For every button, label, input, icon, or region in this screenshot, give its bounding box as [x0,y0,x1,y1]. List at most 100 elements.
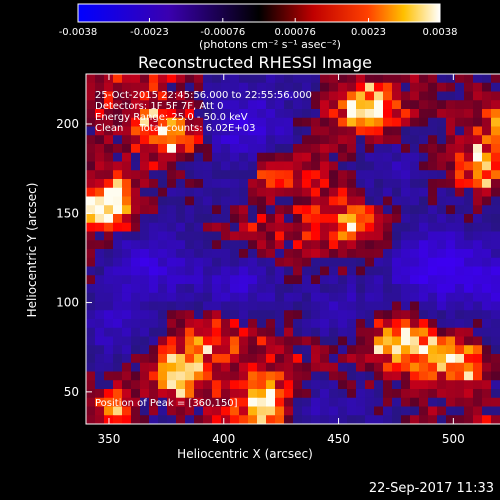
heatmap-cell [113,406,123,416]
heatmap-cell [248,389,258,399]
heatmap-cell [446,214,456,224]
heatmap-cell [284,266,294,276]
heatmap-cell [401,109,411,119]
heatmap-cell [374,74,384,84]
heatmap-cell [419,354,429,364]
heatmap-cell [149,284,159,294]
heatmap-cell [419,380,429,390]
heatmap-cell [158,205,168,215]
heatmap-cell [446,362,456,372]
heatmap-cell [338,362,348,372]
heatmap-cell [302,292,312,302]
heatmap-cell [113,187,123,197]
heatmap-cell [347,179,357,189]
heatmap-cell [482,170,492,180]
heatmap-cell [455,362,465,372]
heatmap-cell [131,327,141,337]
heatmap-cell [212,327,222,337]
heatmap-cell [446,100,456,110]
heatmap-cell [320,397,330,407]
heatmap-cell [131,135,141,145]
heatmap-cell [491,179,500,189]
heatmap-cell [347,82,357,92]
heatmap-cell [392,371,402,381]
heatmap-cell [284,345,294,355]
heatmap-cell [464,266,474,276]
heatmap-cell [95,240,105,250]
heatmap-cell [239,275,249,285]
heatmap-cell [365,362,375,372]
heatmap-cell [437,152,447,162]
heatmap-cell [464,161,474,171]
heatmap-cell [257,249,267,259]
heatmap-cell [140,389,150,399]
heatmap-cell [239,389,249,399]
heatmap-cell [239,266,249,276]
heatmap-cell [356,284,366,294]
heatmap-cell [248,135,258,145]
heatmap-cell [95,257,105,267]
heatmap-cell [194,179,204,189]
heatmap-cell [338,161,348,171]
heatmap-cell [284,406,294,416]
heatmap-cell [302,152,312,162]
heatmap-cell [185,371,195,381]
heatmap-cell [410,240,420,250]
heatmap-cell [392,126,402,136]
heatmap-cell [338,82,348,92]
heatmap-cell [167,310,177,320]
heatmap-cell [455,152,465,162]
heatmap-cell [356,117,366,127]
heatmap-cell [158,214,168,224]
heatmap-cell [329,327,339,337]
heatmap-cell [446,109,456,119]
heatmap-cell [329,100,339,110]
heatmap-cell [86,231,96,241]
heatmap-cell [194,82,204,92]
heatmap-cell [149,117,159,127]
heatmap-cell [95,126,105,136]
heatmap-cell [113,249,123,259]
heatmap-cell [401,144,411,154]
heatmap-cell [437,144,447,154]
heatmap-cell [311,397,321,407]
heatmap-cell [455,74,465,84]
heatmap-cell [329,354,339,364]
heatmap-cell [203,336,213,346]
heatmap-cell [473,371,483,381]
heatmap-cell [122,240,132,250]
heatmap-cell [374,205,384,215]
heatmap-cell [464,126,474,136]
heatmap-cell [401,179,411,189]
heatmap-cell [329,187,339,197]
heatmap-cell [329,74,339,84]
heatmap-cell [230,301,240,311]
heatmap-cell [437,371,447,381]
heatmap-cell [86,100,96,110]
heatmap-cell [266,362,276,372]
heatmap-cell [104,406,114,416]
heatmap-cell [284,222,294,232]
heatmap-cell [167,345,177,355]
heatmap-cell [104,310,114,320]
heatmap-cell [104,240,114,250]
heatmap-cell [491,257,500,267]
heatmap-cell [473,196,483,206]
heatmap-cell [113,380,123,390]
heatmap-cell [365,82,375,92]
heatmap-cell [149,397,159,407]
heatmap-cell [455,179,465,189]
heatmap-cell [131,109,141,119]
heatmap-cell [203,179,213,189]
heatmap-cell [230,222,240,232]
heatmap-cell [320,275,330,285]
heatmap-cell [293,327,303,337]
heatmap-cell [320,135,330,145]
heatmap-cell [239,187,249,197]
heatmap-cell [320,100,330,110]
heatmap-cell [347,389,357,399]
heatmap-cell [275,415,285,424]
heatmap-cell [257,231,267,241]
y-tick-label: 150 [56,206,79,220]
heatmap-cell [176,187,186,197]
